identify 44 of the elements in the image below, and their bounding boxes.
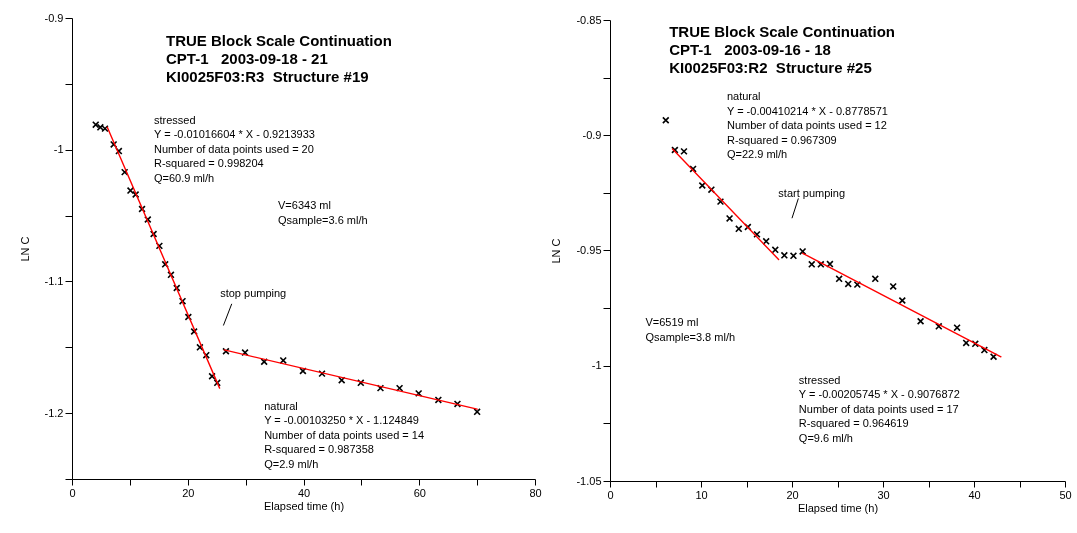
annotation: stop pumping (220, 286, 287, 299)
annotation: V=6343 ml Qsample=3.6 ml/h (278, 199, 368, 226)
annotation: V=6519 ml Qsample=3.8 ml/h (645, 316, 736, 343)
x-tick-label: 60 (413, 486, 426, 499)
point (473, 408, 481, 416)
x-axis-title: Elapsed time (h) (797, 501, 879, 514)
y-tick-label: -0.9 (582, 128, 602, 141)
x-tick-label: 0 (607, 488, 614, 501)
y-tick-label: -1 (591, 359, 602, 372)
point (725, 214, 734, 223)
y-tick-label: -1.2 (44, 406, 64, 419)
y-tick-label: -1.05 (576, 474, 602, 487)
x-tick-label: 40 (297, 486, 311, 499)
point (871, 275, 879, 283)
y-tick-label: -1.1 (44, 274, 64, 287)
point (771, 246, 779, 254)
x-tick-label: 40 (968, 488, 981, 501)
x-tick-label: 20 (182, 486, 195, 499)
x-tick-label: 80 (529, 486, 542, 499)
annotation: stressed Y = -0.01016604 * X - 0.9213933 Number of data points used = 20 R-squared = 0.998204 Q=60.9 ml/h (153, 113, 315, 184)
x-tick-label: 10 (695, 488, 708, 501)
y-axis-title: LN C (550, 238, 563, 264)
point (126, 186, 135, 195)
y-tick-label: -0.95 (576, 244, 602, 256)
x-tick-label: 20 (786, 488, 799, 501)
x-tick-label: 50 (1059, 488, 1072, 501)
x-tick-label: 0 (69, 486, 76, 499)
y-tick-label: -1 (53, 143, 64, 156)
annotation: stressed Y = -0.00205745 * X - 0.9076872 Number of data points used = 17 R-squared = 0.964619 Q=9.6 ml/h (798, 373, 960, 444)
point (735, 225, 743, 233)
y-axis-title: LN C (18, 236, 31, 262)
point (835, 275, 843, 283)
annotation: start pumping (778, 187, 846, 200)
x-tick-label: 30 (877, 488, 890, 501)
annotation: natural Y = -0.00410214 * X - 0.8778571 Number of data points used = 12 R-squared = 0.967309 Q=22.9 ml/h (726, 90, 888, 161)
point (762, 237, 770, 245)
point (798, 247, 807, 256)
text: TRUE Block Scale Continuation CPT-1 2003-09-16 - 18 KI0025F03:R2 Structure #25 (669, 22, 896, 76)
text: TRUE Block Scale Continuation CPT-1 2003-09-18 - 21 KI0025F03:R3 Structure #19 (165, 32, 392, 86)
point (662, 116, 670, 124)
y-tick-label: -0.85 (576, 13, 602, 26)
y-tick-label: -0.9 (44, 11, 64, 24)
x-axis-title: Elapsed time (h) (263, 499, 345, 512)
annotation: natural Y = -0.00103250 * X - 1.124849 Number of data points used = 14 R-squared = 0.987358 Q=2.9 ml/h (264, 399, 425, 470)
